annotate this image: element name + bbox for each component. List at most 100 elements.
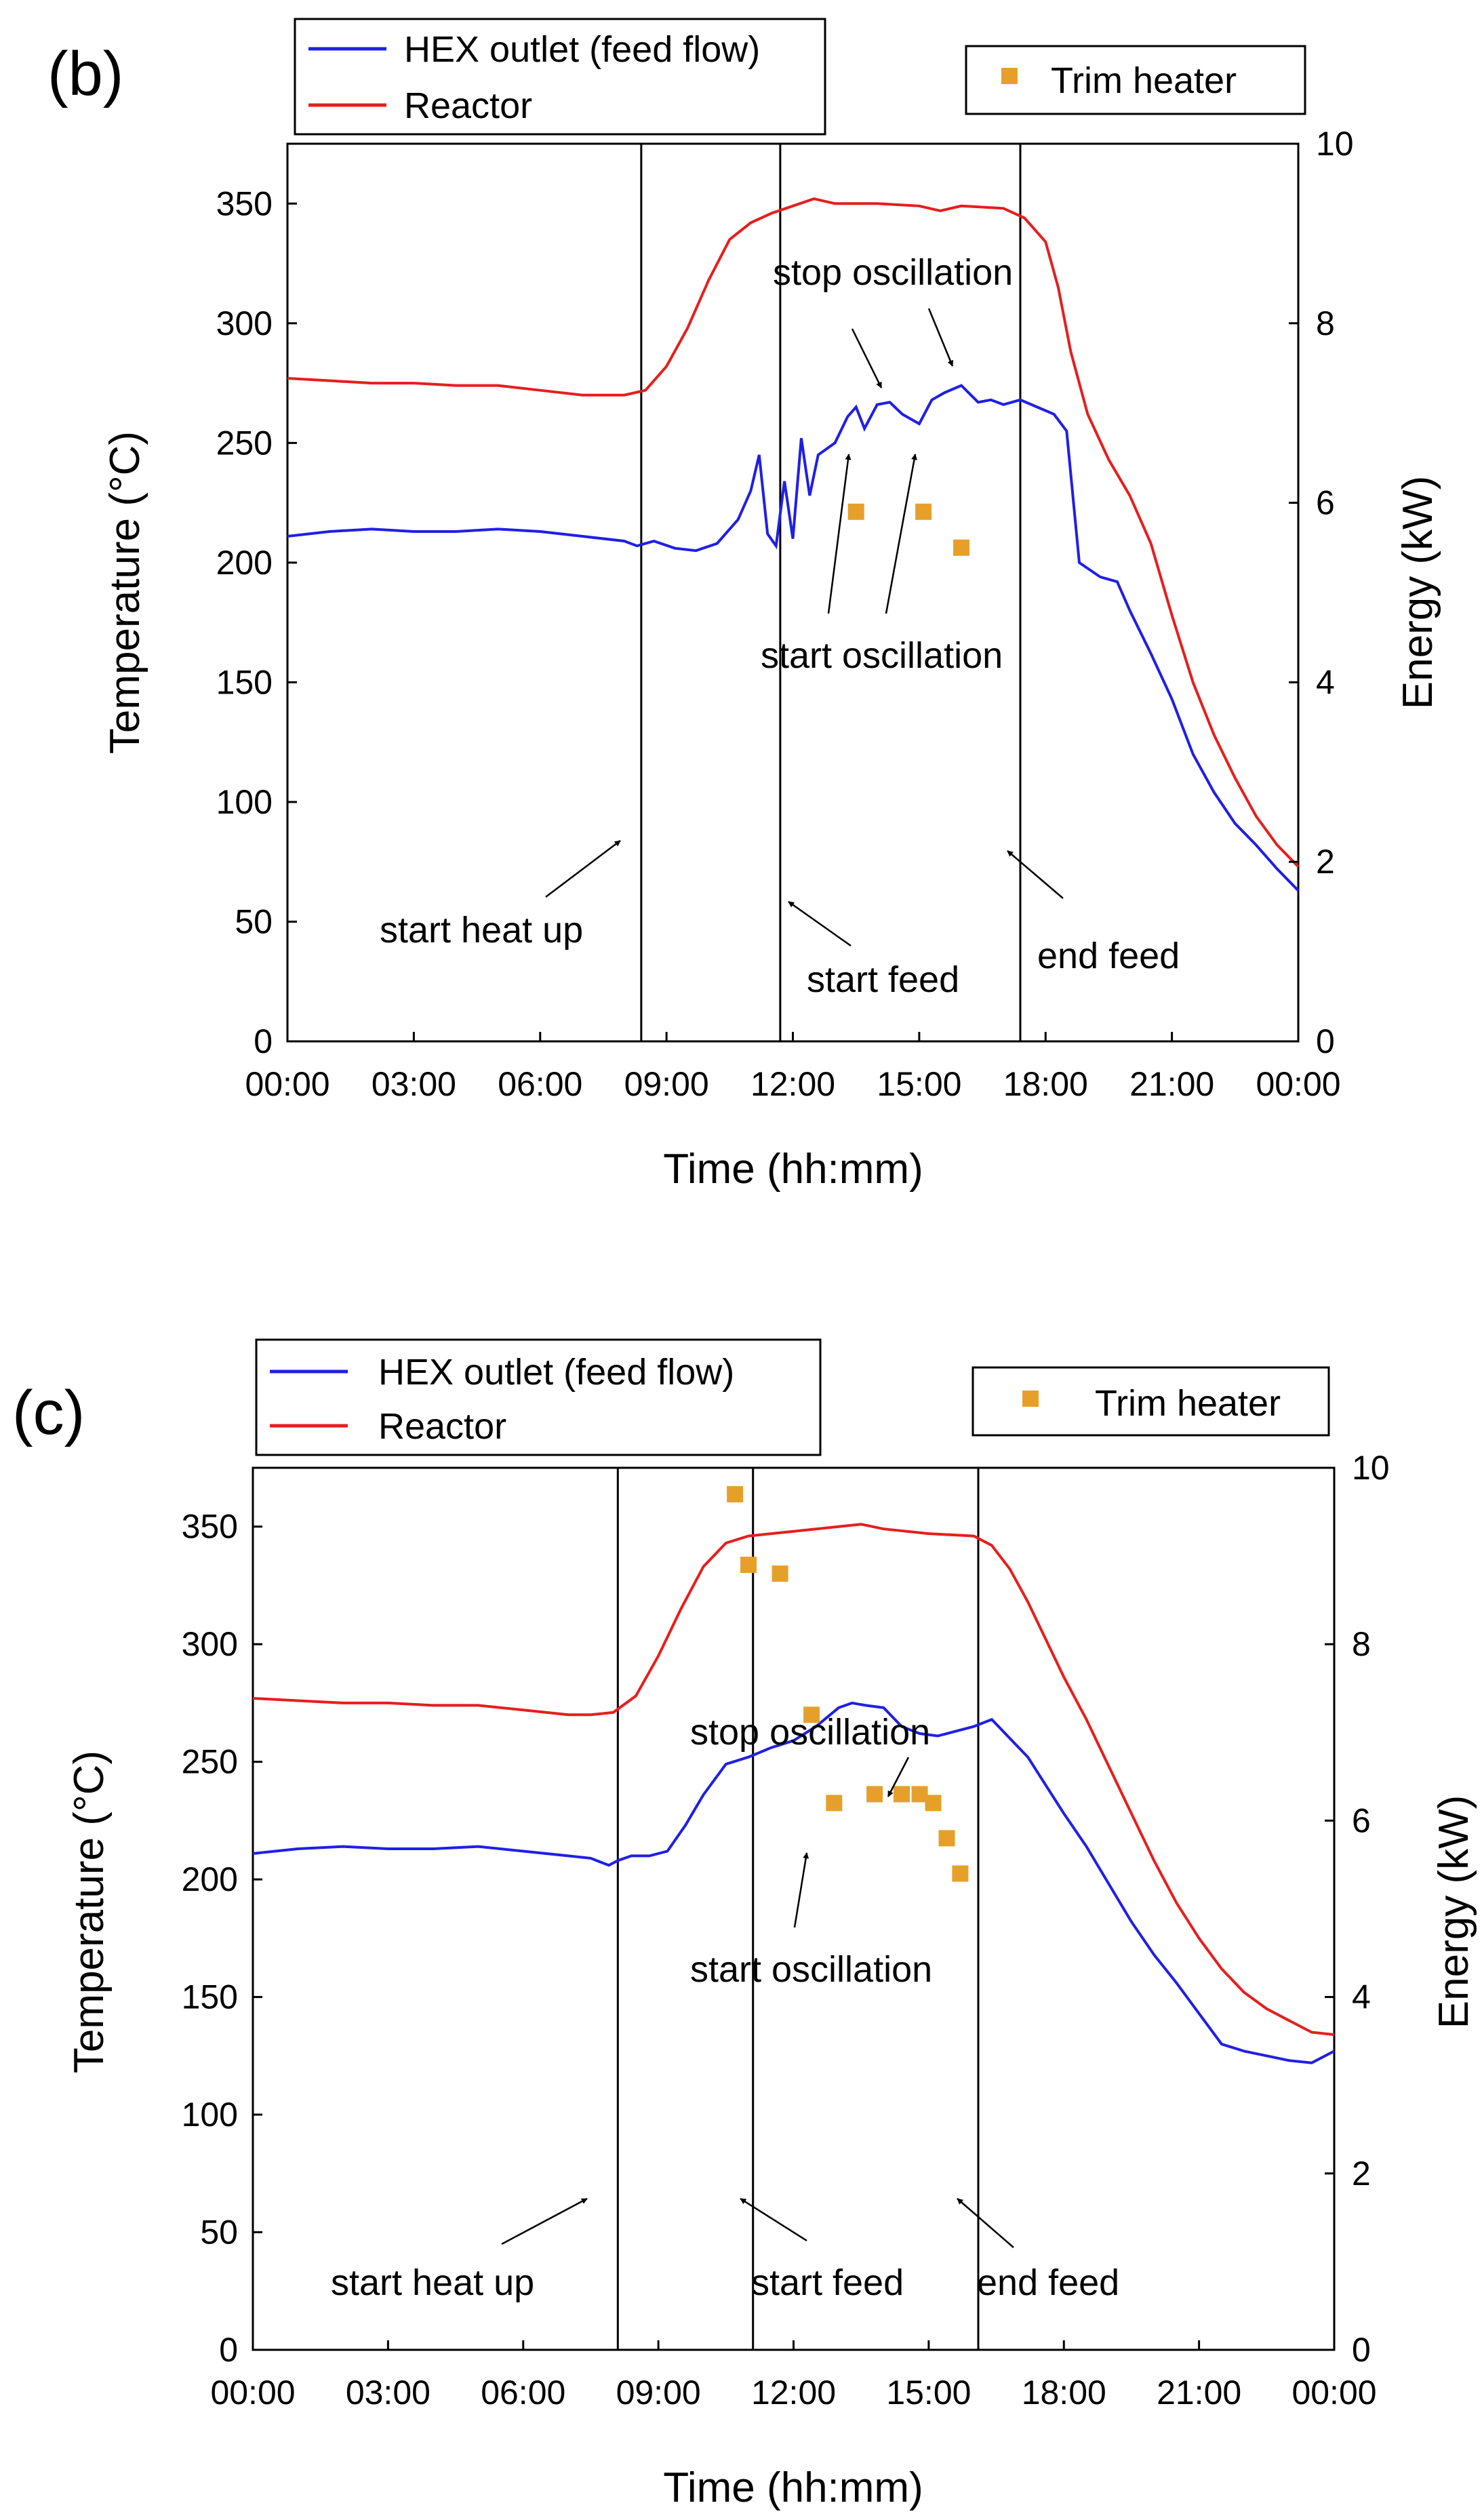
x-axis-b: 00:00 03:00 06:00 09:00 12:00 15:00 18:00 21:00… <box>245 1032 1341 1103</box>
annotation-end-feed-c: end feed <box>977 2262 1119 2303</box>
annotation-start-heat-up-c: start heat up <box>331 2262 534 2303</box>
x-tick-label: 00:00 <box>1291 2374 1376 2412</box>
trim-heater-point <box>938 1830 955 1847</box>
y2-tick-label: 8 <box>1352 1625 1371 1663</box>
x-tick-label: 03:00 <box>346 2374 430 2412</box>
y2-axis-title-b: Energy (kW) <box>1395 476 1441 709</box>
trim-heater-point <box>772 1565 788 1582</box>
annotation-stop-oscillation-c: stop oscillation <box>690 1712 930 1753</box>
x-tick-label: 00:00 <box>1256 1065 1340 1103</box>
y-axis-left-b: 0 50 100 150 200 250 300 350 <box>216 184 297 1060</box>
y-axis-right-c: 0 2 4 6 8 10 <box>1325 1449 1390 2369</box>
legend-label-hex-b: HEX outlet (feed flow) <box>404 29 760 70</box>
y-tick-label: 50 <box>235 902 273 940</box>
y-tick-label: 200 <box>182 1860 238 1898</box>
plot-area-c <box>252 1466 1336 2351</box>
y-tick-label: 350 <box>182 1508 238 1546</box>
legend-trim-b <box>965 45 1306 115</box>
legend-swatch-trim-b <box>1001 68 1018 84</box>
x-axis-c: 00:00 03:00 06:00 09:00 12:00 15:00 18:00 21:00… <box>210 2340 1377 2412</box>
x-tick-label: 18:00 <box>1003 1065 1088 1103</box>
y2-tick-label: 0 <box>1352 2331 1371 2369</box>
trim-heater-point <box>915 503 932 520</box>
y2-tick-label: 6 <box>1316 484 1335 522</box>
arrow-end-feed-c <box>957 2198 1014 2248</box>
arrow-start-feed-c <box>740 2197 807 2242</box>
trim-heater-point <box>866 1786 883 1803</box>
y-tick-label: 150 <box>216 663 273 701</box>
arrow-start-oscillation-1-b <box>827 454 852 614</box>
series-reactor-c <box>252 1523 1335 2037</box>
x-axis-title-c: Time (hh:mm) <box>663 2464 923 2511</box>
panel-label-b: (b) <box>47 39 123 108</box>
legend-label-trim-b: Trim heater <box>1051 60 1237 101</box>
annotation-start-oscillation-c: start oscillation <box>690 1949 932 1990</box>
x-tick-label: 15:00 <box>886 2374 971 2412</box>
y2-tick-label: 10 <box>1352 1449 1390 1487</box>
x-tick-label: 15:00 <box>877 1065 961 1103</box>
arrow-start-heat-up-c <box>501 2197 588 2245</box>
arrow-stop-oscillation-c <box>887 1757 910 1797</box>
trim-heater-point <box>952 1865 969 1882</box>
y-tick-label: 350 <box>216 184 273 222</box>
y2-tick-label: 10 <box>1316 125 1354 163</box>
series-reactor-b <box>287 197 1300 868</box>
series-trim-heater-c <box>727 1486 969 1882</box>
y2-tick-label: 4 <box>1352 1978 1371 2016</box>
x-tick-label: 03:00 <box>372 1065 456 1103</box>
y-axis-title-b: Temperature (°C) <box>102 431 148 754</box>
legend-label-hex-c: HEX outlet (feed flow) <box>378 1352 734 1393</box>
arrow-start-heat-up-b <box>545 840 621 898</box>
annotation-start-feed-c: start feed <box>751 2262 904 2303</box>
y-axis-title-c: Temperature (°C) <box>66 1751 113 2073</box>
chart-panel-c: (c) HEX outlet (feed flow) Reactor Trim … <box>12 1338 1477 2511</box>
y-axis-left-c: 0 50 100 150 200 250 300 350 <box>182 1508 262 2369</box>
trim-heater-point <box>740 1557 757 1574</box>
annotation-start-oscillation-b: start oscillation <box>761 635 1003 676</box>
annotation-end-feed-b: end feed <box>1037 936 1180 976</box>
legend-label-trim-c: Trim heater <box>1095 1383 1281 1424</box>
arrow-stop-oscillation-2-b <box>927 308 954 367</box>
x-tick-label: 18:00 <box>1022 2374 1106 2412</box>
arrow-start-feed-b <box>788 900 852 947</box>
trim-heater-point <box>925 1795 942 1812</box>
x-tick-label: 06:00 <box>498 1065 582 1103</box>
y-tick-label: 250 <box>216 424 273 462</box>
y-tick-label: 0 <box>254 1022 273 1060</box>
arrow-end-feed-b <box>1007 850 1064 899</box>
x-axis-title-b: Time (hh:mm) <box>663 1146 923 1193</box>
chart-panel-b: (b) HEX outlet (feed flow) Reactor Trim … <box>47 18 1441 1193</box>
trim-heater-point <box>894 1786 910 1803</box>
trim-heater-point <box>803 1706 820 1723</box>
x-tick-label: 21:00 <box>1129 1065 1214 1103</box>
arrow-start-oscillation-c <box>793 1852 809 1928</box>
x-tick-label: 00:00 <box>210 2374 295 2412</box>
trim-heater-point <box>826 1795 843 1812</box>
annotation-stop-oscillation-b: stop oscillation <box>773 252 1013 293</box>
arrow-start-oscillation-2-b <box>885 454 917 614</box>
y-tick-label: 0 <box>219 2331 238 2369</box>
annotation-start-heat-up-b: start heat up <box>380 910 583 951</box>
y2-tick-label: 8 <box>1316 304 1335 342</box>
y2-axis-title-c: Energy (kW) <box>1430 1795 1477 2028</box>
y2-tick-label: 2 <box>1316 843 1335 881</box>
y-tick-label: 50 <box>200 2214 238 2252</box>
y2-tick-label: 0 <box>1316 1022 1335 1060</box>
y-tick-label: 300 <box>216 304 273 342</box>
trim-heater-point <box>847 503 864 520</box>
y-tick-label: 100 <box>216 783 273 821</box>
y-axis-right-b: 0 2 4 6 8 10 <box>1289 125 1354 1060</box>
legend-c <box>255 1338 822 1456</box>
y-tick-label: 250 <box>182 1743 238 1781</box>
y2-tick-label: 2 <box>1352 2155 1371 2193</box>
y-tick-label: 150 <box>182 1978 238 2016</box>
y2-tick-label: 4 <box>1316 663 1335 701</box>
legend-swatch-trim-c <box>1022 1391 1039 1407</box>
panel-label-c: (c) <box>12 1378 85 1447</box>
series-hex-outlet-c <box>252 1701 1335 2064</box>
arrow-stop-oscillation-1-b <box>851 328 883 388</box>
trim-heater-point <box>953 539 969 556</box>
x-tick-label: 00:00 <box>245 1065 329 1103</box>
x-tick-label: 21:00 <box>1157 2374 1241 2412</box>
x-tick-label: 09:00 <box>624 1065 709 1103</box>
